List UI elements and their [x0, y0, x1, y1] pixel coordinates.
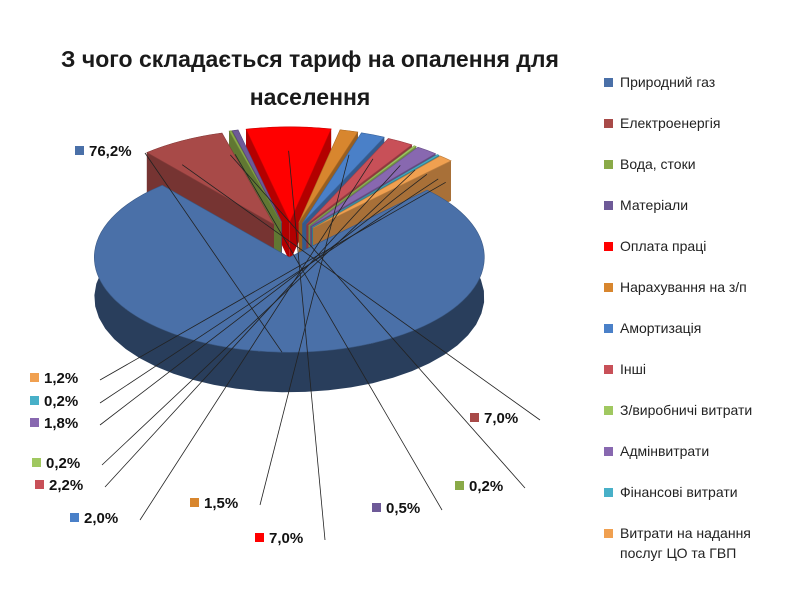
data-label-swatch [75, 146, 84, 155]
data-label-8: 0,2% [32, 455, 80, 472]
leader-line-8 [101, 169, 416, 466]
data-label-swatch [372, 503, 381, 512]
legend-swatch [604, 447, 613, 456]
legend-swatch [604, 488, 613, 497]
data-label-swatch [30, 396, 39, 405]
legend-swatch [604, 406, 613, 415]
leader-line-10 [99, 178, 439, 404]
leader-line-1 [181, 164, 541, 421]
data-label-2: 0,2% [455, 478, 503, 495]
legend-label: Природний газ [620, 74, 716, 90]
leader-line-7 [104, 165, 401, 488]
data-label-swatch [470, 413, 479, 422]
data-label-swatch [255, 533, 264, 542]
data-label-text: 1,8% [44, 415, 79, 432]
leader-line-11 [99, 181, 446, 381]
data-label-text: 0,2% [469, 478, 504, 495]
data-label-3: 0,5% [372, 500, 420, 517]
data-label-0: 76,2% [75, 143, 132, 160]
data-label-4: 7,0% [255, 530, 303, 547]
data-label-5: 1,5% [190, 495, 238, 512]
legend-swatch [604, 324, 613, 333]
data-label-text: 0,2% [44, 393, 79, 410]
legend-item: Інші [604, 359, 646, 379]
legend-item: З/виробничі витрати [604, 400, 752, 420]
leader-line-5 [259, 154, 350, 506]
legend-swatch [604, 529, 613, 538]
legend-label: Витрати на надання послуг ЦО та ГВП [620, 525, 751, 561]
legend-label: Оплата праці [620, 238, 707, 254]
data-label-text: 2,2% [49, 477, 84, 494]
data-label-swatch [30, 418, 39, 427]
legend-item: Витрати на надання послуг ЦО та ГВП [604, 523, 794, 563]
pie-slice-9 [310, 146, 437, 227]
pie-slice-8 [308, 145, 417, 226]
data-label-swatch [70, 513, 79, 522]
legend-item: Електроенергія [604, 113, 720, 133]
legend-label: З/виробничі витрати [620, 402, 753, 418]
legend-swatch [604, 283, 613, 292]
legend-swatch [604, 242, 613, 251]
data-label-text: 2,0% [84, 510, 119, 527]
data-label-swatch [35, 480, 44, 489]
data-label-swatch [455, 481, 464, 490]
legend-item: Нарахування на з/п [604, 277, 747, 297]
data-label-swatch [32, 458, 41, 467]
legend-label: Фінансові витрати [620, 484, 738, 500]
pie-slice-2 [228, 130, 282, 223]
pie-slice-1 [146, 132, 275, 226]
legend-item: Матеріали [604, 195, 688, 215]
legend-swatch [604, 201, 613, 210]
leader-line-9 [99, 173, 428, 426]
data-label-7: 2,2% [35, 477, 83, 494]
data-label-text: 76,2% [89, 143, 132, 160]
data-label-swatch [190, 498, 199, 507]
leader-line-4 [288, 150, 326, 541]
chart-title: З чого складається тариф на опалення для… [61, 46, 559, 110]
data-label-text: 1,2% [44, 370, 79, 387]
data-label-11: 1,2% [30, 370, 78, 387]
legend-swatch [604, 365, 613, 374]
pie-slice-10 [311, 154, 440, 228]
data-label-swatch [30, 373, 39, 382]
legend-label: Матеріали [620, 197, 689, 213]
legend-label: Інші [620, 361, 646, 377]
legend-item: Адмінвитрати [604, 441, 709, 461]
legend-swatch [604, 160, 613, 169]
pie-slice-11 [312, 155, 452, 229]
data-label-6: 2,0% [70, 510, 118, 527]
legend-label: Електроенергія [620, 115, 721, 131]
data-label-10: 0,2% [30, 393, 78, 410]
data-label-text: 0,5% [386, 500, 421, 517]
legend-label: Нарахування на з/п [620, 279, 747, 295]
leader-line-2 [230, 154, 526, 489]
legend-label: Амортизація [620, 320, 702, 336]
data-label-text: 7,0% [484, 410, 519, 427]
pie-slice-4 [245, 126, 332, 223]
legend-swatch [604, 119, 613, 128]
legend-swatch [604, 78, 613, 87]
data-label-text: 1,5% [204, 495, 239, 512]
data-label-1: 7,0% [470, 410, 518, 427]
leader-line-6 [139, 158, 374, 521]
legend-label: Адмінвитрати [620, 443, 710, 459]
pie-slice-7 [306, 138, 413, 225]
legend-item: Фінансові витрати [604, 482, 738, 502]
legend-label: Вода, стоки [620, 156, 696, 172]
pie-slice-5 [298, 129, 359, 223]
legend-item: Вода, стоки [604, 154, 696, 174]
legend-item: Природний газ [604, 72, 715, 92]
legend-item: Оплата праці [604, 236, 706, 256]
data-label-text: 0,2% [46, 455, 81, 472]
leader-line-3 [234, 154, 443, 511]
data-label-9: 1,8% [30, 415, 78, 432]
data-label-text: 7,0% [269, 530, 304, 547]
legend-item: Амортизація [604, 318, 701, 338]
